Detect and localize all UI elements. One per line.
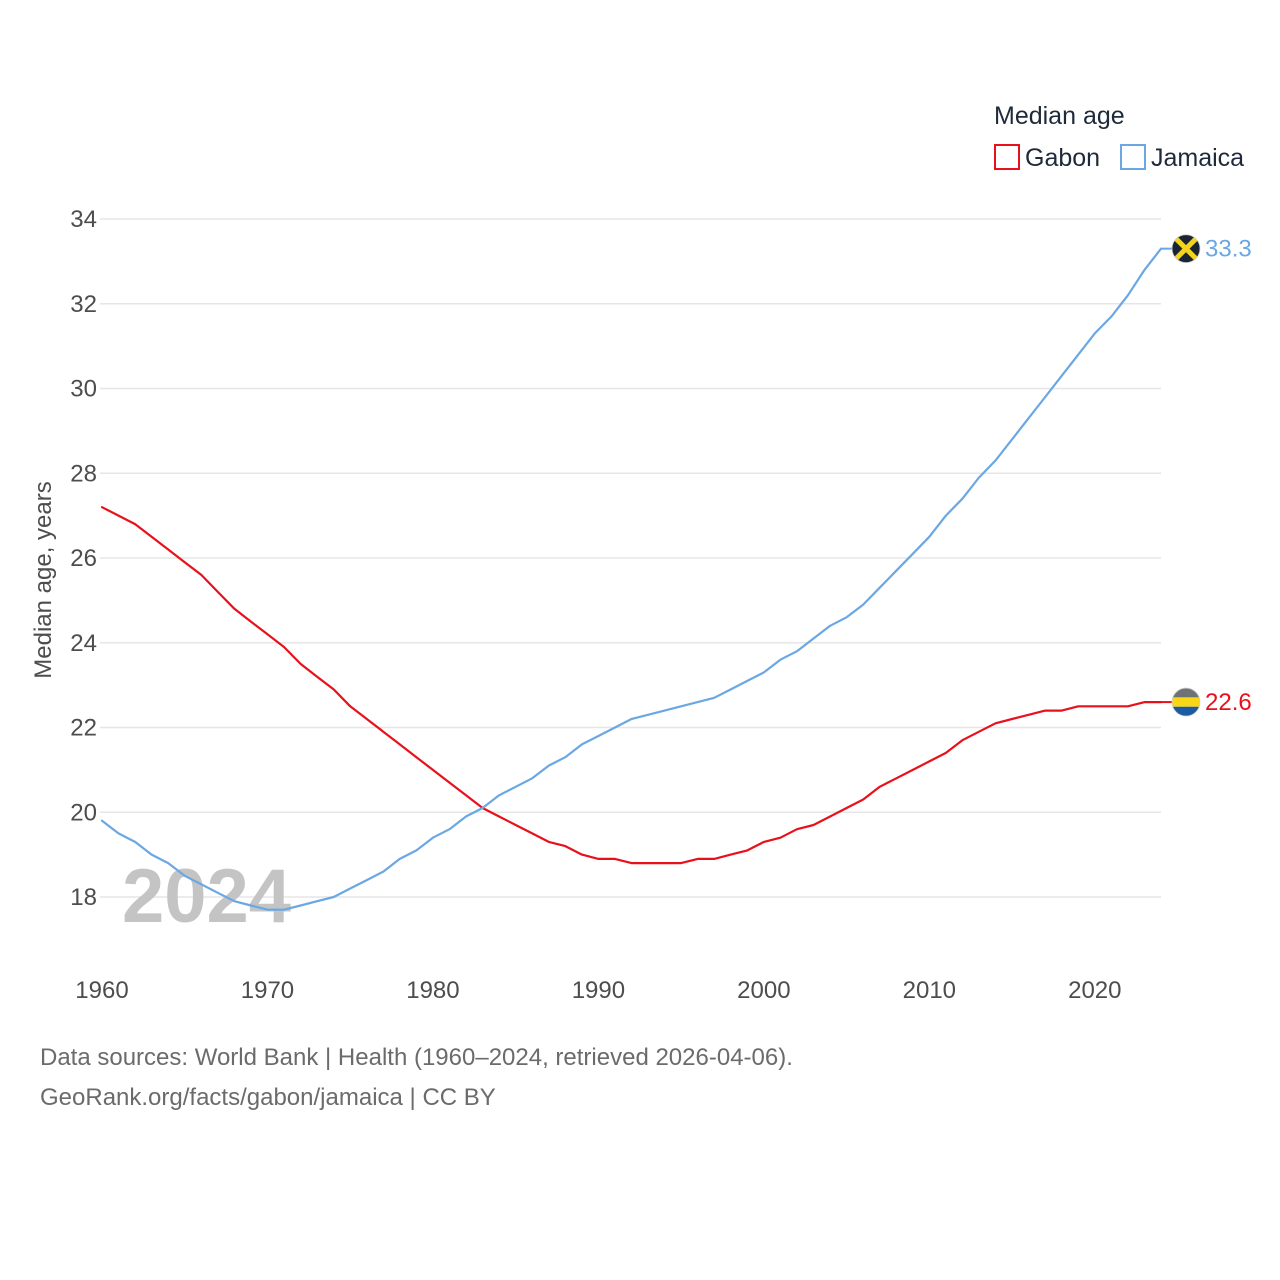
legend: Median age Gabon Jamaica [994, 102, 1244, 172]
end-value-label-jamaica: 33.3 [1205, 236, 1252, 263]
y-tick-label: 26 [70, 545, 97, 572]
credit-link[interactable]: GeoRank.org/facts/gabon/jamaica | CC BY [40, 1084, 496, 1111]
y-tick-label: 20 [70, 799, 97, 826]
y-tick-label: 24 [70, 630, 97, 657]
legend-swatch-jamaica[interactable] [1120, 144, 1146, 170]
series-line-gabon[interactable] [100, 506, 1163, 865]
y-tick-label: 30 [70, 376, 97, 403]
legend-label-gabon[interactable]: Gabon [1025, 144, 1100, 172]
x-tick-label: 1990 [572, 977, 625, 1004]
year-watermark-group: 2024 [122, 854, 291, 939]
x-tick-label: 1980 [406, 977, 459, 1004]
y-tick-label: 32 [70, 291, 97, 318]
end-markers: 22.6 33.3 [1161, 234, 1252, 717]
y-axis-label: Median age, years [30, 481, 57, 678]
series-line-jamaica[interactable] [100, 247, 1163, 911]
year-watermark: 2024 [122, 854, 291, 939]
legend-label-jamaica[interactable]: Jamaica [1151, 144, 1244, 172]
y-tick-label: 28 [70, 460, 97, 487]
legend-title: Median age [994, 102, 1125, 130]
gabon-flag-icon [1171, 687, 1201, 717]
end-value-label-gabon: 22.6 [1205, 689, 1252, 716]
axes: 18 20 22 24 26 28 30 32 34 1960 1970 1980 1990 2000 20… [30, 206, 1122, 1004]
x-tick-label: 2000 [737, 977, 790, 1004]
y-tick-label: 34 [70, 206, 97, 233]
legend-swatch-gabon[interactable] [994, 144, 1020, 170]
x-tick-label: 1970 [241, 977, 294, 1004]
x-tick-label: 2010 [903, 977, 956, 1004]
data-source-note: Data sources: World Bank | Health (1960–… [40, 1044, 793, 1071]
gridlines [100, 218, 1161, 898]
series-lines [100, 247, 1163, 911]
jamaica-flag-icon [1171, 234, 1201, 264]
y-tick-label: 22 [70, 715, 97, 742]
y-tick-label: 18 [70, 884, 97, 911]
x-tick-label: 2020 [1068, 977, 1121, 1004]
x-tick-label: 1960 [75, 977, 128, 1004]
